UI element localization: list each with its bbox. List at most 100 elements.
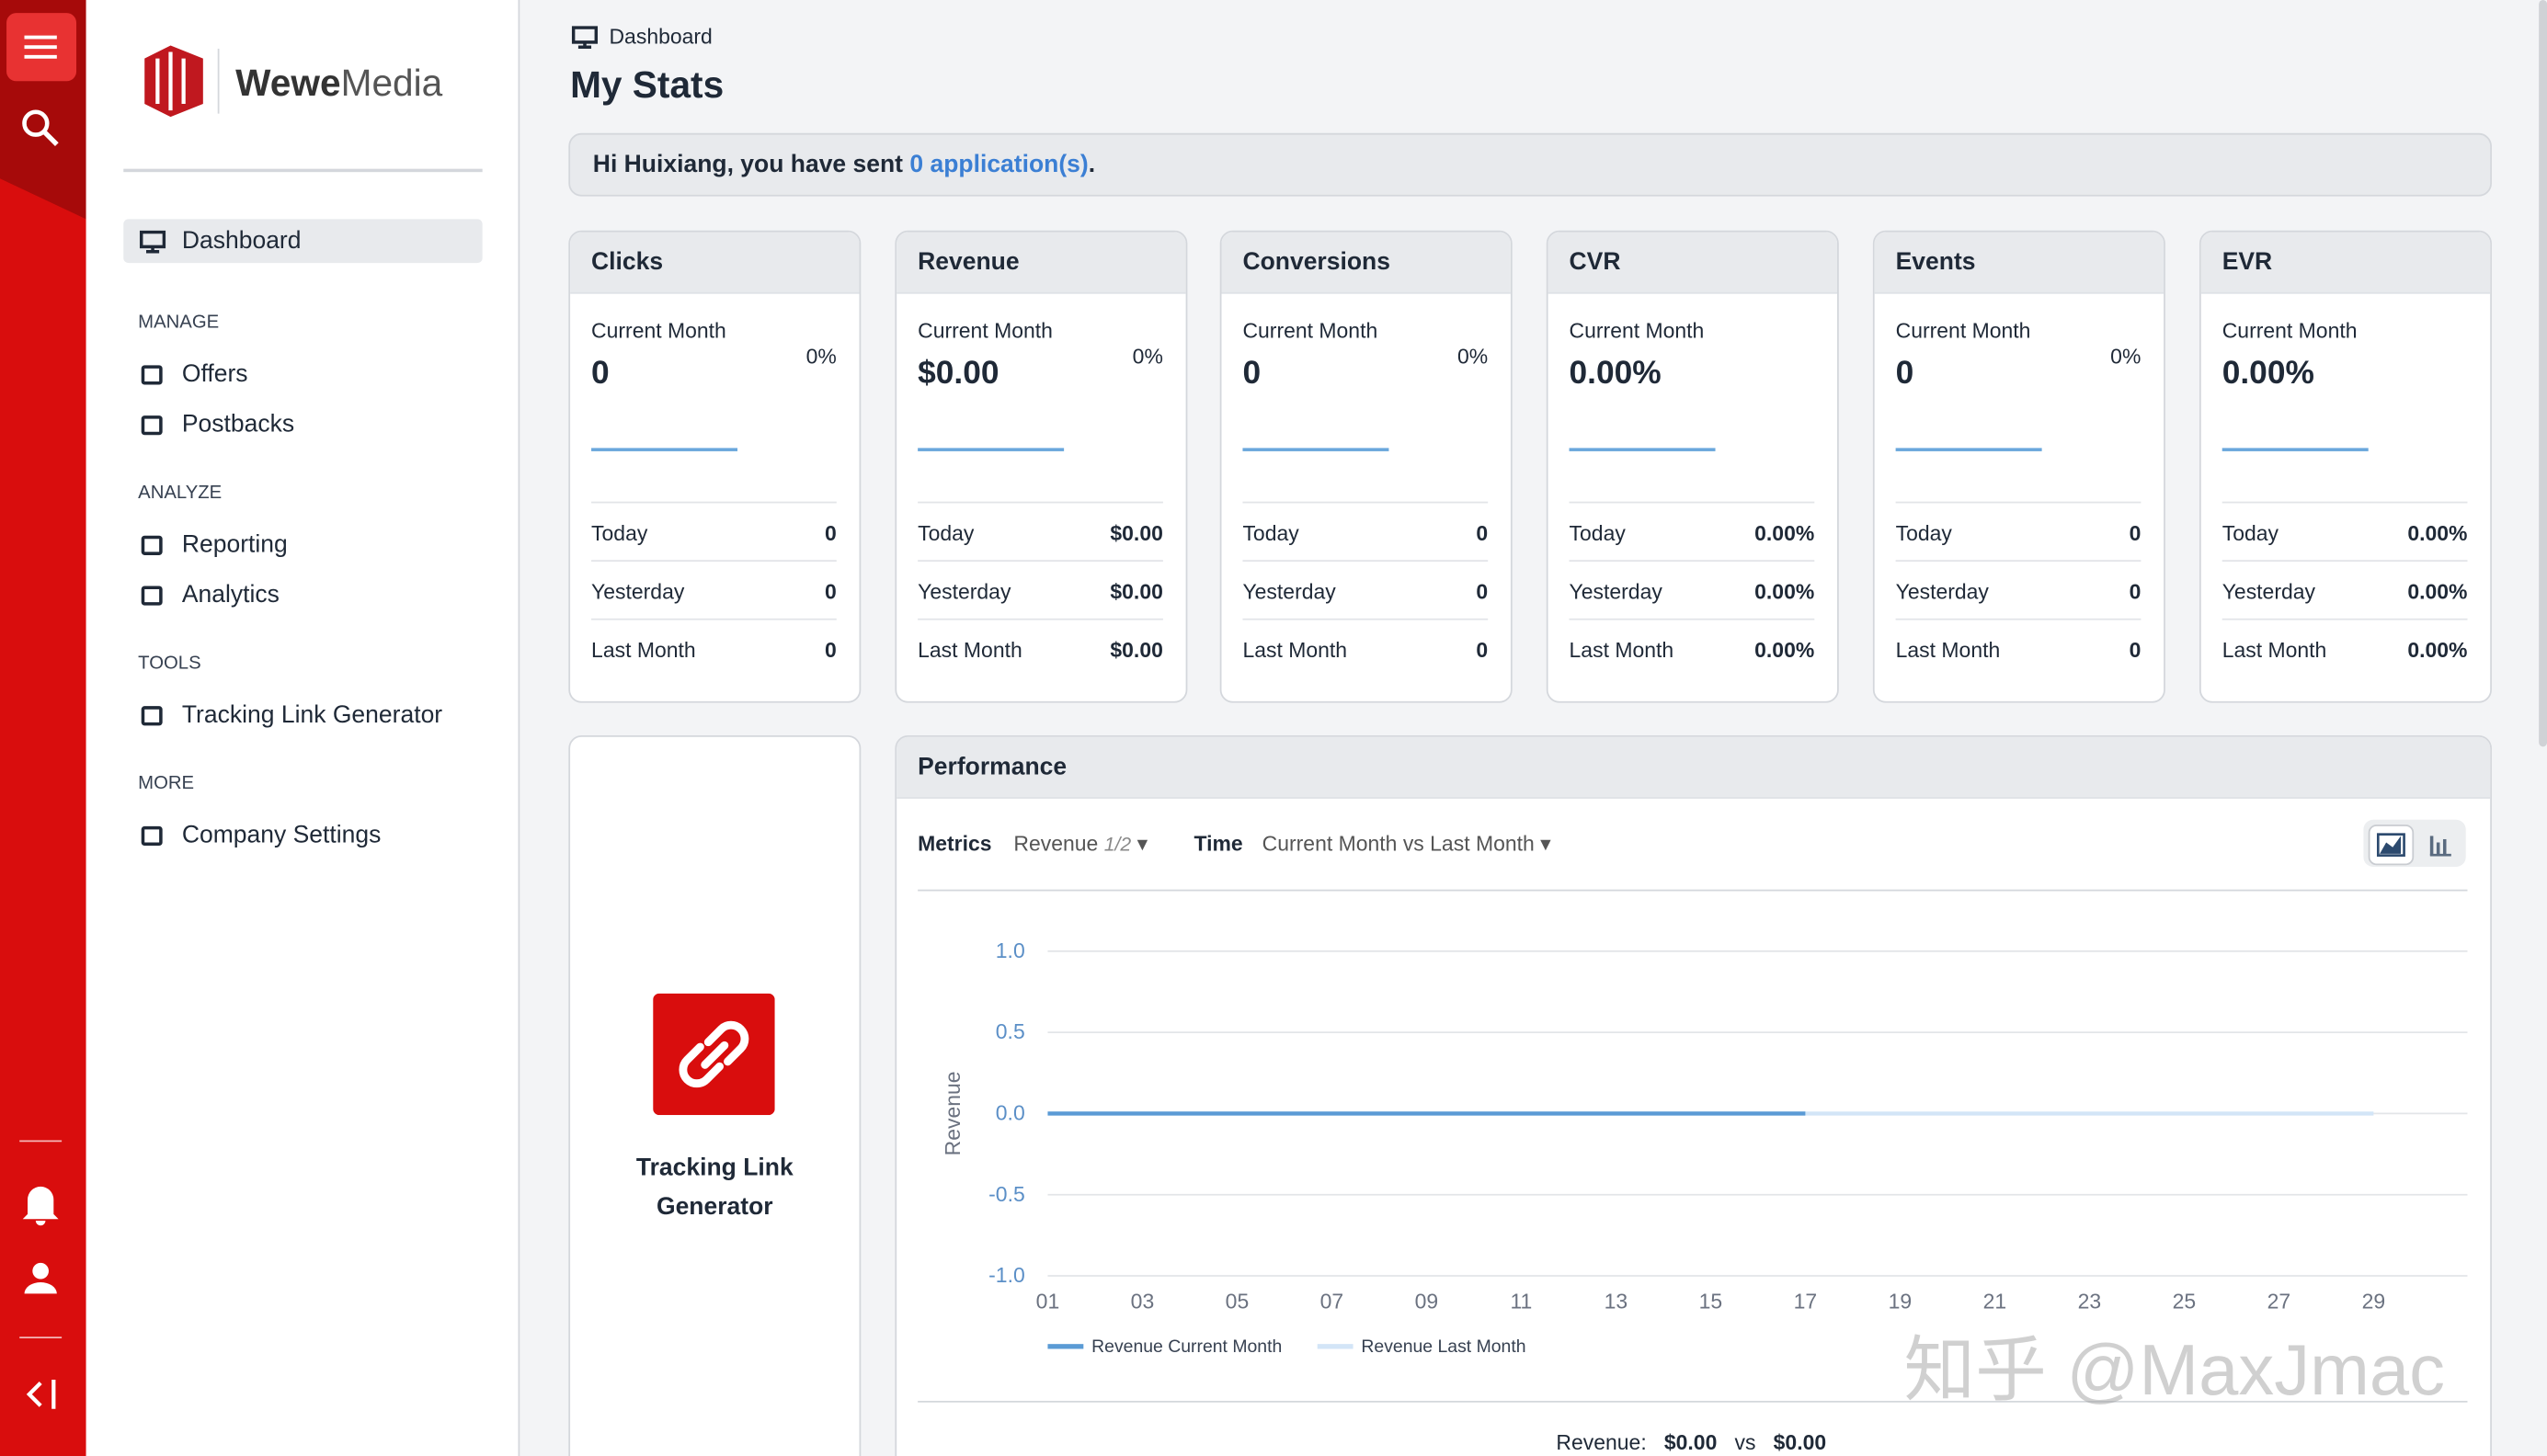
summary-last: $0.00 <box>1773 1429 1827 1455</box>
bar-toggle[interactable] <box>2429 836 2451 857</box>
y-tick-label: -0.5 <box>988 1182 1025 1206</box>
row-label: Last Month <box>1895 637 2001 663</box>
tool-icon[interactable] <box>653 993 775 1116</box>
stat-card: Revenue <box>895 230 1188 703</box>
divider <box>1895 501 2142 504</box>
breadcrumb[interactable]: Dashboard <box>609 24 713 49</box>
x-tick-label: 13 <box>1605 1289 1628 1313</box>
x-tick-label: 15 <box>1699 1289 1723 1313</box>
divider <box>1569 560 1815 563</box>
card-title: EVR <box>2200 232 2491 294</box>
logo <box>144 45 203 118</box>
row-value: 0 <box>2129 520 2142 546</box>
summary-vs: vs <box>1734 1429 1756 1455</box>
greeting-end: . <box>1088 151 1096 179</box>
current-value: 0 <box>1242 355 1262 392</box>
greeting-link[interactable]: 0 application(s) <box>909 151 1089 179</box>
collapse[interactable] <box>26 1380 56 1409</box>
tool-title[interactable]: Tracking Link Generator <box>635 1154 794 1221</box>
row-label: Yesterday <box>1242 579 1336 604</box>
nav-section: MORE <box>138 774 195 794</box>
watermark: 知乎 @MaxJmac <box>1903 1331 2445 1411</box>
legend-swatch <box>1317 1344 1353 1349</box>
sparkline <box>591 448 738 451</box>
x-tick-label: 19 <box>1889 1289 1913 1313</box>
change: 0% <box>1132 344 1163 369</box>
nav-icon <box>141 415 163 436</box>
scrollbar[interactable] <box>2539 0 2547 747</box>
legend-label: Revenue Last Month <box>1361 1337 1525 1357</box>
row-value: $0.00 <box>1110 579 1163 604</box>
current-label: Current Month <box>591 318 726 343</box>
row-label: Today <box>591 520 648 546</box>
search-button[interactable] <box>22 109 59 147</box>
brand: WeweMedia <box>235 62 442 106</box>
metric[interactable]: Revenue <box>1013 831 1099 856</box>
nav-item[interactable]: Postbacks <box>181 410 295 438</box>
x-tick-label: 11 <box>1511 1289 1533 1313</box>
nav-item[interactable]: Tracking Link Generator <box>181 700 443 729</box>
sparkline <box>2221 448 2369 451</box>
nav-item[interactable]: Reporting <box>181 530 288 559</box>
greeting-bar <box>568 132 2492 197</box>
nav-item[interactable]: Dashboard <box>181 227 302 256</box>
nav-icon <box>141 706 163 726</box>
greeting-text: Hi Huixiang, you have sent <box>592 151 910 179</box>
x-tick-label: 09 <box>1415 1289 1439 1313</box>
change: 0% <box>805 344 837 369</box>
nav-item[interactable]: Company Settings <box>181 821 382 849</box>
summary: Revenue: $0.00 vs $0.00 <box>1556 1430 1826 1454</box>
row-value: 0 <box>2129 579 2142 604</box>
row-label: Yesterday <box>1569 579 1662 604</box>
nav-icon <box>141 825 163 847</box>
nav-active[interactable] <box>123 219 483 264</box>
change: 0% <box>1456 344 1489 369</box>
row-value: 0 <box>1476 520 1489 546</box>
divider <box>1569 501 1815 504</box>
nav-item[interactable]: Offers <box>181 360 248 389</box>
card-title: Clicks <box>570 232 860 294</box>
metric-count: 1/2 <box>1103 832 1132 856</box>
row-value: $0.00 <box>1110 637 1163 663</box>
profile[interactable] <box>24 1262 57 1294</box>
divider <box>591 560 837 563</box>
rail-icons <box>0 0 86 1409</box>
current-label: Current Month <box>2221 318 2358 343</box>
divider <box>2221 618 2468 620</box>
divider <box>2221 560 2468 563</box>
time-select[interactable]: Current Month vs Last Month ▾ <box>1262 831 1551 856</box>
time[interactable]: Current Month vs Last Month <box>1262 831 1535 856</box>
nav-section: ANALYZE <box>138 483 223 504</box>
greeting: Hi Huixiang, you have sent 0 application… <box>593 151 1095 178</box>
current-label: Current Month <box>1895 318 2031 343</box>
row-label: Yesterday <box>1895 579 1989 604</box>
current-value: $0.00 <box>918 355 999 392</box>
stat-card: Events <box>1872 230 2165 703</box>
stat-card: EVR <box>2199 230 2492 703</box>
y-tick-label: 0.5 <box>996 1019 1025 1043</box>
row-value: 0 <box>1476 637 1489 663</box>
row-label: Last Month <box>1569 637 1674 663</box>
x-tick-label: 03 <box>1131 1289 1155 1313</box>
divider <box>591 501 837 504</box>
metric-select[interactable]: Revenue 1/2 ▾ <box>1013 831 1148 856</box>
line-toggle[interactable] <box>2368 825 2415 866</box>
row-value: 0 <box>1476 579 1489 604</box>
nav-section: MANAGE <box>138 313 220 334</box>
x-tick-label: 07 <box>1320 1289 1344 1313</box>
divider <box>1242 501 1489 504</box>
current-label: Current Month <box>1242 318 1378 343</box>
divider <box>1569 618 1815 620</box>
x-tick-label: 25 <box>2173 1289 2197 1313</box>
x-tick-label: 17 <box>1794 1289 1818 1313</box>
stat-card: CVR <box>1546 230 1839 703</box>
nav-icon <box>141 365 163 385</box>
nav-icon <box>141 586 163 606</box>
nav-item[interactable]: Analytics <box>181 581 280 609</box>
notifications[interactable] <box>22 1186 59 1226</box>
nav-section: TOOLS <box>138 654 201 674</box>
y-axis-label: Revenue <box>941 1071 965 1155</box>
change: 0% <box>2110 344 2142 369</box>
